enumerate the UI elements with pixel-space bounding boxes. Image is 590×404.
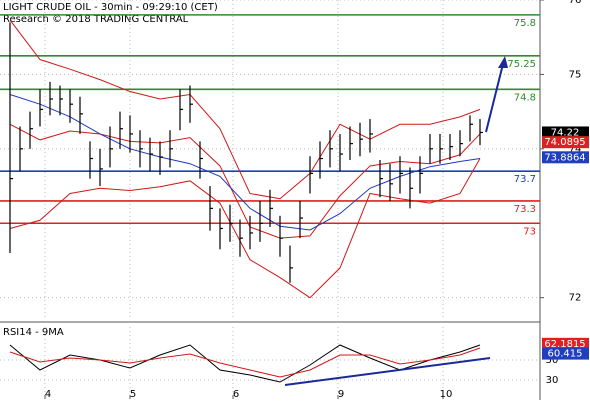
x-tick-label: 6: [233, 389, 239, 400]
level-label: 73.3: [514, 204, 536, 215]
y-tick-label: 30: [546, 375, 559, 386]
level-label: 73.7: [514, 174, 536, 185]
chart-subtitle: Research © 2018 TRADING CENTRAL: [3, 14, 189, 25]
price-label: 74.0895: [544, 137, 585, 148]
price-label: 74.22: [551, 127, 580, 138]
x-tick-label: 4: [45, 389, 51, 400]
y-tick-label: 75: [569, 69, 582, 80]
rsi-line: [9, 344, 481, 383]
y-tick-label: 72: [569, 293, 582, 304]
x-tick-label: 5: [130, 389, 136, 400]
level-label: 74.8: [514, 92, 536, 103]
price-box: [542, 337, 589, 350]
price-box: [542, 151, 589, 164]
projection-arrow: [485, 63, 504, 133]
x-tick-label: 10: [440, 389, 453, 400]
indicator-line: [9, 19, 481, 200]
rsi-line: [9, 347, 481, 378]
price-label: 73.8864: [544, 152, 585, 163]
level-label: 73: [523, 226, 536, 237]
level-label: 75.25: [507, 59, 536, 70]
price-label: 60.415: [548, 349, 583, 360]
chart-title: LIGHT CRUDE OIL - 30min - 09:29:10 (CET): [3, 2, 218, 13]
x-tick-label: 9: [338, 389, 344, 400]
price-label: 62.1815: [544, 339, 585, 350]
price-box: [542, 347, 589, 360]
rsi-title: RSI14 - 9MA: [3, 327, 64, 338]
price-box: [542, 126, 589, 139]
level-label: 75.8: [514, 18, 536, 29]
y-tick-label: 76: [569, 0, 582, 6]
arrow-head: [498, 56, 508, 68]
trend-line: [284, 357, 491, 386]
y-tick-label: 50: [546, 355, 559, 366]
y-tick-label: 74: [569, 144, 582, 155]
price-box: [542, 136, 589, 149]
